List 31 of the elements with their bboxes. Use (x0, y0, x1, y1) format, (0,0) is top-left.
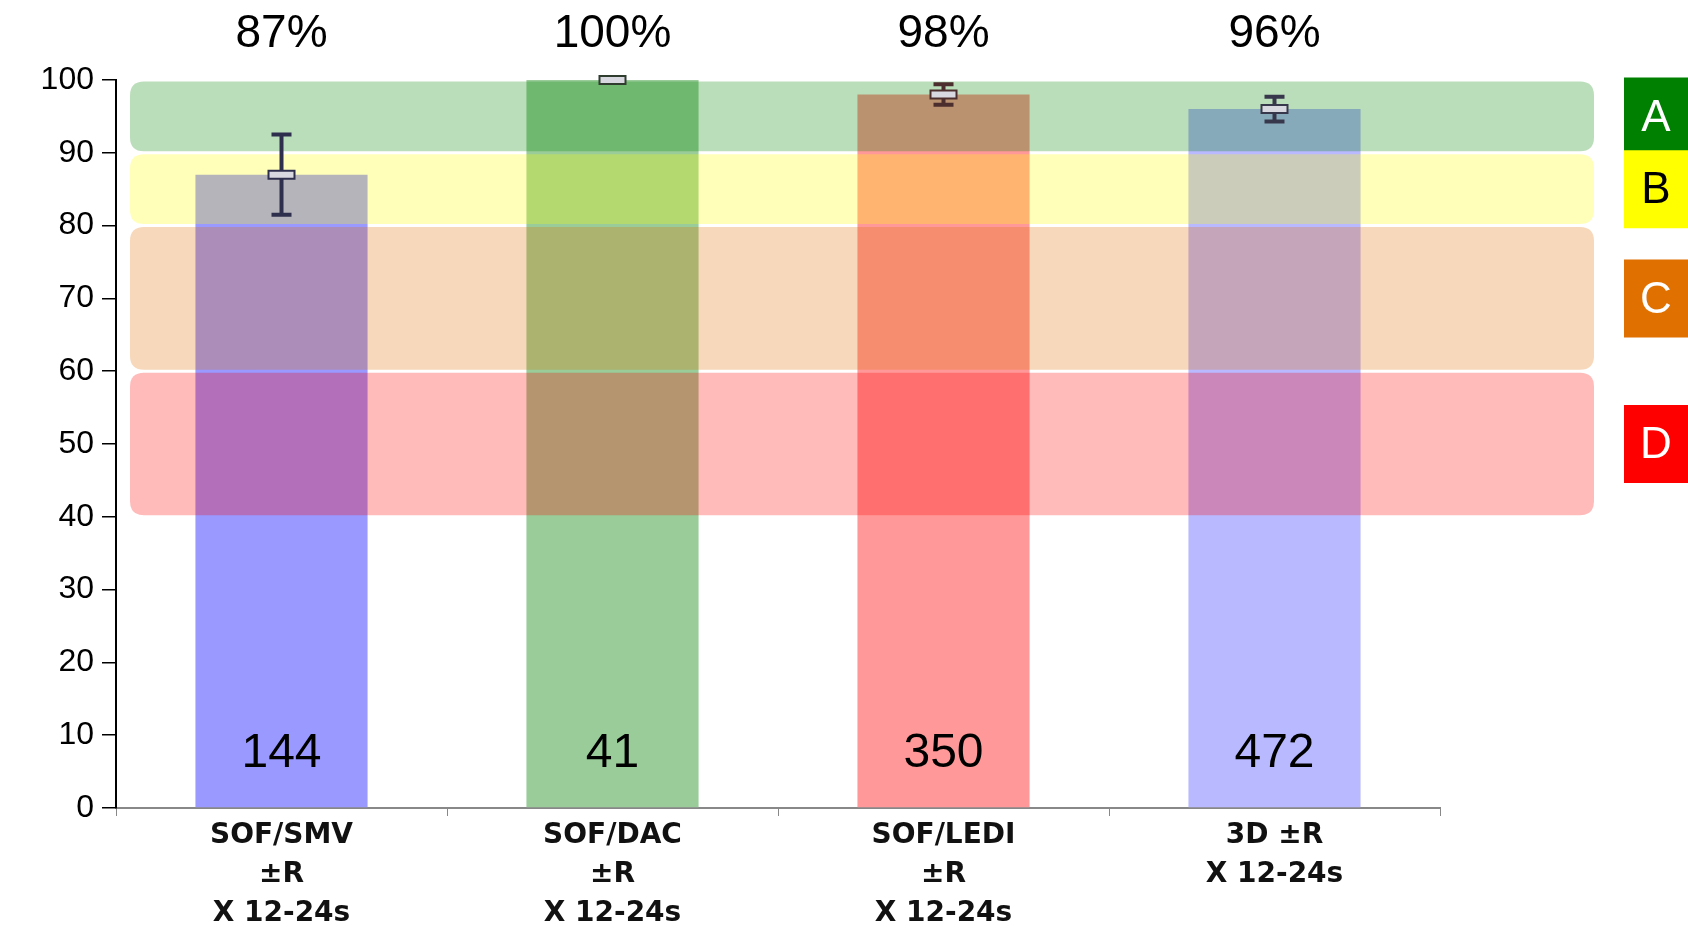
band-label: A (1641, 90, 1672, 140)
data-label: 87% (235, 4, 328, 57)
y-tick-label: 70 (58, 278, 94, 315)
y-tick-label: 100 (40, 59, 94, 96)
y-tick-label: 0 (76, 787, 94, 824)
data-label: 98% (897, 4, 990, 57)
bar (526, 80, 699, 808)
annotation: 41 (585, 724, 640, 778)
y-tick-label: 10 (58, 715, 94, 752)
x-tick-label: SOF/LEDI ±R X 12-24s (871, 816, 1016, 929)
data-label: 100% (553, 4, 672, 57)
band-label: B (1641, 163, 1671, 213)
y-tick-label: 30 (58, 569, 94, 606)
band-label: C (1640, 272, 1672, 322)
data-label: 96% (1228, 4, 1321, 57)
y-tick-label: 40 (58, 496, 94, 533)
bar (195, 174, 368, 808)
annotation: 144 (241, 724, 322, 778)
y-tick-label: 20 (58, 642, 94, 679)
x-tick-label: SOF/SMV ±R X 12-24s (209, 816, 354, 929)
annotation: 350 (903, 724, 984, 778)
bar (857, 94, 1030, 808)
bar (1188, 109, 1361, 808)
x-tick-label: SOF/DAC ±R X 12-24s (543, 816, 682, 929)
x-tick-label: 3D ±R X 12-24s (1205, 816, 1344, 890)
y-tick-label: 90 (58, 132, 94, 169)
band-label: D (1640, 418, 1672, 468)
y-tick-label: 60 (58, 351, 94, 388)
y-tick-label: 80 (58, 205, 94, 242)
annotation: 472 (1234, 724, 1315, 778)
y-tick-label: 50 (58, 423, 94, 460)
